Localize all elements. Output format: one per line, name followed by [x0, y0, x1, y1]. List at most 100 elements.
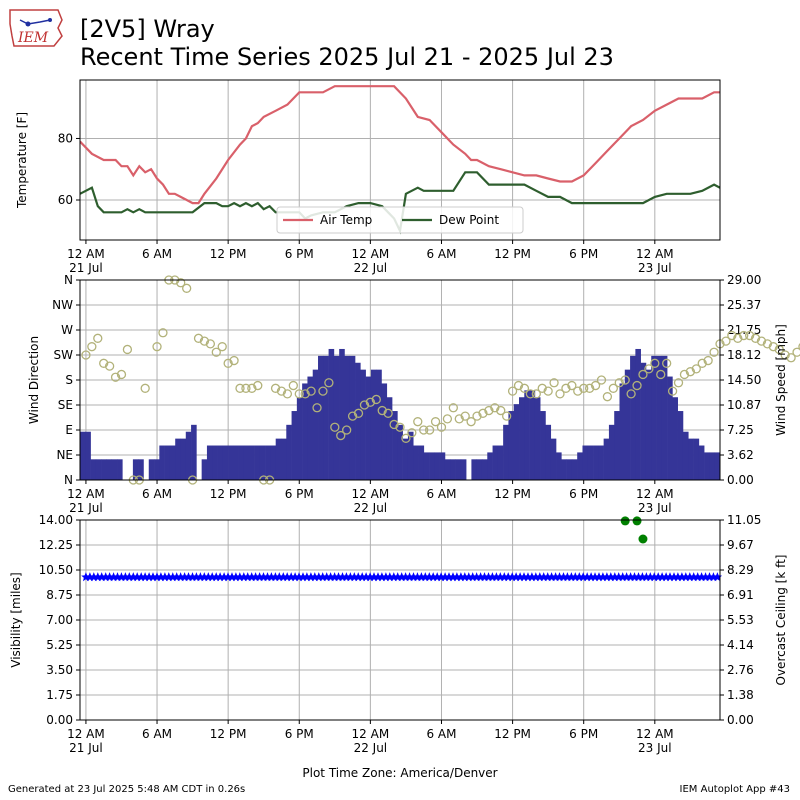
- wind-direction-point: [507, 386, 518, 396]
- wind-speed-bar: [344, 355, 351, 480]
- wind-speed-bar: [238, 445, 245, 480]
- y-axis-label: Wind Direction: [27, 336, 41, 424]
- wind-direction-point: [537, 383, 547, 393]
- wind-direction-point: [436, 422, 447, 432]
- visibility-point: [349, 572, 360, 582]
- generated-footer: Generated at 23 Jul 2025 5:48 AM CDT in …: [8, 784, 246, 795]
- visibility-point: [286, 572, 296, 582]
- wind-speed-bar: [307, 376, 314, 480]
- wind-speed-bar: [270, 445, 277, 480]
- wind-speed-bar: [561, 459, 567, 480]
- wind-direction-point: [158, 328, 168, 338]
- wind-direction-point: [697, 358, 707, 368]
- wind-direction-point: [543, 386, 553, 396]
- visibility-point: [175, 572, 186, 582]
- visibility-point: [333, 572, 344, 582]
- wind-direction-point: [383, 408, 393, 418]
- visibility-point: [562, 572, 573, 582]
- temperature-panel: 12 AM 6 AM 12 PM 6 PM 12 AM 6 AM 12 PM 6 PM 12 A…: [15, 79, 721, 275]
- visibility-point: [404, 572, 415, 582]
- wind-speed-bar: [455, 459, 462, 480]
- wind-direction-point: [519, 383, 530, 393]
- visibility-point: [124, 572, 135, 582]
- ceiling-point: [632, 516, 642, 526]
- visibility-point: [621, 572, 632, 582]
- visibility-point: [290, 572, 300, 582]
- visibility-point: [641, 572, 652, 582]
- visibility-point: [645, 572, 656, 582]
- chart-title-range: Recent Time Series 2025 Jul 21 - 2025 Ju…: [80, 43, 614, 71]
- wind-direction-point: [573, 386, 583, 396]
- x-tick-label: 6 AM: [426, 727, 456, 741]
- wind-speed-bar: [571, 459, 578, 480]
- wind-direction-point: [774, 344, 784, 355]
- x-date-label: 22 Jul: [354, 501, 388, 515]
- visibility-point: [495, 572, 506, 582]
- plot-frame: [79, 79, 721, 241]
- visibility-point: [629, 572, 640, 582]
- visibility-point: [274, 572, 285, 582]
- wind-direction-point: [217, 342, 227, 352]
- wind-speed-bar: [656, 355, 663, 480]
- wind-speed-bar: [138, 459, 144, 480]
- visibility-point: [258, 572, 269, 582]
- visibility-point: [400, 572, 411, 582]
- y-tick-label: 3.50: [46, 663, 73, 677]
- wind-direction-point: [122, 344, 133, 355]
- y2-tick-label: 5.53: [727, 613, 754, 627]
- x-tick-label: 12 PM: [494, 727, 531, 741]
- wind-direction-point: [608, 383, 618, 393]
- y-tick-label: 0.00: [46, 713, 73, 727]
- y2-tick-label: 0.00: [727, 713, 754, 727]
- wind-speed-bar: [249, 445, 255, 480]
- wind-speed-bar: [460, 459, 467, 480]
- wind-direction-point: [365, 397, 376, 407]
- y2-axis-label: Wind Speed [mph]: [774, 324, 788, 436]
- visibility-point: [519, 572, 529, 582]
- wind-speed-bar: [640, 362, 647, 480]
- wind-direction-point: [81, 350, 91, 360]
- wind-speed-bar: [614, 411, 620, 480]
- y-tick-label: 14.00: [39, 513, 73, 527]
- temperature-legend: Air Temp Dew Point: [276, 206, 524, 234]
- visibility-point: [207, 572, 217, 582]
- wind-direction-point: [733, 333, 743, 343]
- x-tick-label: 6 AM: [142, 727, 172, 741]
- visibility-point: [361, 572, 371, 582]
- wind-speed-bar: [291, 411, 298, 480]
- y2-axis-label: Overcast Ceiling [k ft]: [774, 555, 788, 686]
- wind-speed-bar: [275, 438, 282, 480]
- wind-direction-point: [182, 283, 192, 293]
- wind-direction-point: [691, 364, 701, 374]
- wind-direction-point: [342, 425, 352, 435]
- visibility-point: [345, 572, 356, 582]
- wind-speed-bar: [201, 459, 208, 480]
- visibility-point: [681, 572, 691, 582]
- wind-direction-point: [104, 361, 115, 371]
- wind-speed-bar: [577, 452, 583, 480]
- x-date-label: 22 Jul: [354, 261, 388, 275]
- wind-direction-point: [739, 330, 749, 341]
- chart-title-station: [2V5] Wray: [80, 15, 215, 43]
- wind-direction-point: [294, 389, 304, 399]
- wind-direction-point: [193, 333, 204, 343]
- wind-direction-point: [270, 383, 281, 393]
- wind-speed-bar: [243, 445, 250, 480]
- wind-direction-point: [490, 403, 500, 413]
- wind-direction-point: [253, 380, 263, 391]
- wind-speed-bar: [693, 438, 700, 480]
- wind-speed-bar: [101, 459, 107, 480]
- wind-speed-bar: [206, 445, 213, 480]
- wind-speed-bar: [302, 383, 308, 480]
- legend-box: [276, 206, 524, 234]
- visibility-point: [614, 572, 624, 582]
- wind-direction-point: [466, 417, 476, 427]
- visibility-point: [689, 572, 699, 582]
- wind-direction-point: [555, 389, 565, 399]
- y2-tick-label: 8.29: [727, 563, 754, 577]
- visibility-point: [385, 572, 395, 582]
- visibility-point: [243, 572, 253, 582]
- x-tick-label: 12 AM: [67, 247, 105, 261]
- wind-speed-bar: [402, 438, 409, 480]
- x-tick-label: 12 PM: [494, 247, 531, 261]
